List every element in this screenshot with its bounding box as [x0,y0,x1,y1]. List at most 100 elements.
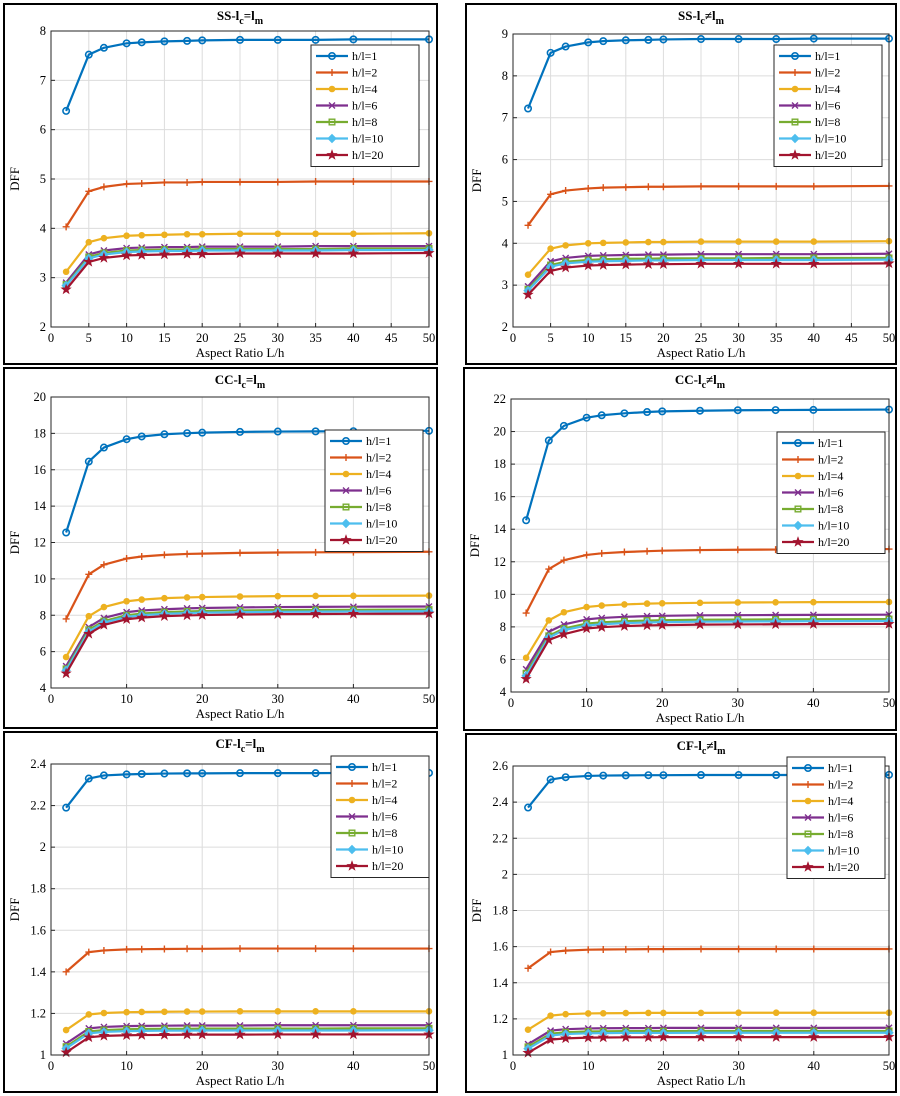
legend-label: h/l=8 [352,115,377,129]
y-tick-label: 1.4 [30,965,46,979]
data-point [618,620,631,631]
data-point [696,406,705,415]
data-point [810,182,818,190]
legend-marker [790,51,799,60]
data-point [810,250,818,258]
chart-title: SS-lc=lm [217,8,264,27]
legend-marker [794,489,802,496]
data-point [697,182,705,190]
data-point [597,411,606,420]
data-point [697,771,706,780]
data-point [137,769,146,778]
data-point [772,599,779,606]
series-markers [522,405,893,525]
y-tick-label: 1.2 [30,1006,46,1020]
data-point [559,421,568,430]
data-point [645,238,652,246]
data-point [770,1031,782,1042]
data-point [584,771,593,780]
data-point [311,769,320,778]
y-tick-label: 10 [494,587,507,601]
legend-marker [792,536,804,547]
y-tick-label: 7 [40,73,46,87]
data-point [100,946,108,954]
legend-label: h/l=6 [366,484,391,498]
y-tick-label: 8 [40,24,46,38]
data-point [137,432,146,441]
y-tick-label: 8 [500,620,506,634]
data-point [62,803,71,812]
data-point [60,667,72,679]
data-point [198,769,207,778]
data-point [734,35,743,44]
data-point [123,1008,130,1016]
x-tick-label: 10 [120,1059,133,1073]
data-point [643,600,651,607]
data-point [734,546,742,554]
data-point [99,443,108,452]
data-point [695,257,707,269]
legend-label: h/l=4 [372,793,397,807]
chart-title-subscript: c [241,744,246,755]
legend-marker [348,796,356,804]
y-tick-label: 2 [502,320,508,334]
x-tick-label: 10 [120,692,133,706]
data-point [642,258,654,270]
data-point [274,945,282,953]
data-point [560,556,568,564]
data-point [770,257,782,269]
data-point [597,259,609,270]
data-point [644,771,653,780]
data-point [599,239,607,247]
data-point [274,230,282,238]
legend-label: h/l=10 [372,843,403,857]
data-point [198,178,206,186]
y-axis-label: DFF [467,534,482,558]
data-point [160,178,168,186]
data-point [274,592,282,600]
data-point [273,769,282,778]
x-axis-label: Aspect Ratio L/h [656,710,745,725]
data-point [560,1032,572,1044]
legend-marker [793,520,803,531]
legend-label: h/l=8 [815,115,840,129]
data-point [545,565,553,573]
data-point [83,255,95,267]
legend-label: h/l=20 [815,148,846,162]
chart-title-subscript: c [702,380,707,391]
legend-marker [348,829,356,837]
x-tick-label: 20 [657,331,670,345]
legend: h/l=1 h/l=2 h/l=4 h/l=6 h/l=8 h/l=10 h/l=20 [776,431,886,554]
data-point [620,409,629,418]
data-point [349,177,357,185]
legend-label: h/l=8 [366,500,391,514]
y-tick-label: 1 [502,1048,508,1062]
chart-title-part: SS-l [678,8,701,23]
data-point [196,1028,208,1040]
legend-marker [793,439,802,448]
x-tick-label: 45 [385,331,398,345]
data-point [810,945,818,953]
legend-label: h/l=6 [815,99,840,113]
x-axis-label: Aspect Ratio L/h [657,345,746,360]
data-point [123,597,130,605]
data-point [311,35,320,44]
data-point [622,183,630,191]
data-point [236,178,244,186]
data-point [620,258,632,270]
axes-frame [510,398,890,693]
legend-marker [341,518,351,529]
chart-title-subscript: m [256,744,265,755]
data-point [98,252,110,263]
data-point [85,612,93,620]
data-point [644,945,652,953]
legend-marker [789,149,801,160]
data-point [84,457,93,466]
chart-panel-ss-equal: 0 5 10 15 20 25 30 35 40 45 50 2 3 4 5 6 7 8 Aspect Ratio … [3,3,438,365]
y-tick-label: 2 [40,840,46,854]
legend-label: h/l=2 [818,453,843,467]
data-point [85,948,93,956]
legend-marker [803,763,812,772]
legend-marker [328,102,336,109]
data-point [234,1028,246,1040]
